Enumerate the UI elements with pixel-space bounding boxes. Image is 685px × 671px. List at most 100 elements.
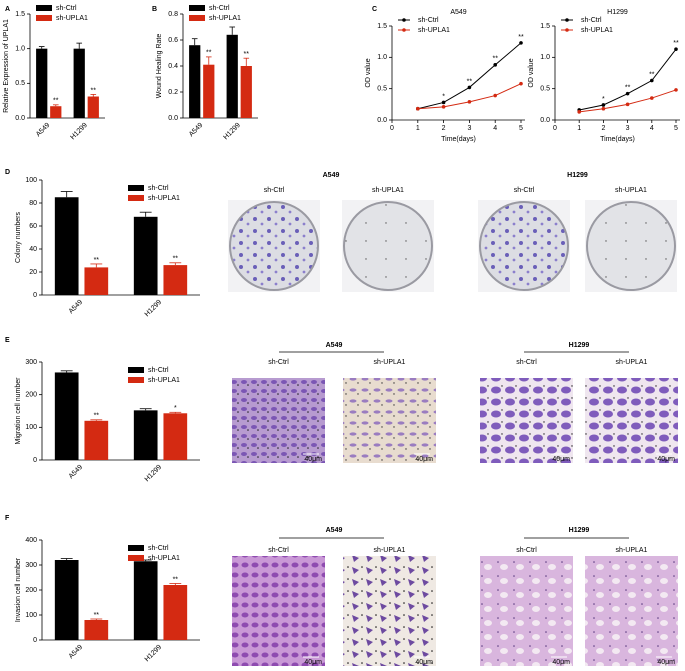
legend-swatch bbox=[128, 367, 144, 373]
data-point bbox=[416, 106, 420, 111]
y-tick-label: 0.0 bbox=[15, 115, 25, 122]
legend-label: sh-Ctrl bbox=[418, 17, 439, 24]
x-tick-label: 0 bbox=[553, 125, 557, 132]
y-axis-label: Migration cell number bbox=[15, 377, 22, 445]
legend-label: sh-Ctrl bbox=[56, 5, 77, 12]
data-point bbox=[650, 96, 654, 100]
group-title: A549 bbox=[326, 342, 343, 349]
data-point bbox=[467, 100, 472, 104]
bar bbox=[84, 267, 109, 295]
legend-label: sh-UPLA1 bbox=[418, 27, 450, 34]
y-tick-label: 100 bbox=[25, 424, 37, 431]
series-line bbox=[579, 48, 677, 111]
significance: ** bbox=[206, 50, 212, 57]
y-tick-label: 1.0 bbox=[377, 54, 387, 61]
y-tick-label: 0 bbox=[33, 457, 37, 464]
x-tick-label: H1299 bbox=[144, 464, 164, 484]
y-axis-label: OD value bbox=[365, 58, 372, 87]
y-tick-label: 1.0 bbox=[540, 54, 550, 61]
significance: * bbox=[602, 96, 605, 103]
bar bbox=[36, 48, 48, 118]
legend-label: sh-UPLA1 bbox=[209, 15, 241, 22]
scale-bar-label: 40μm bbox=[657, 456, 675, 463]
condition-label: sh-UPLA1 bbox=[615, 187, 647, 194]
x-axis-label: Time(days) bbox=[441, 136, 476, 143]
x-tick-label: A549 bbox=[35, 122, 52, 139]
significance: ** bbox=[94, 257, 100, 264]
legend-swatch bbox=[128, 377, 144, 383]
legend-label: sh-Ctrl bbox=[581, 17, 602, 24]
bar bbox=[203, 64, 215, 118]
significance: * bbox=[442, 93, 445, 100]
bar bbox=[87, 96, 99, 118]
x-tick-label: 5 bbox=[519, 125, 523, 132]
condition-label: sh-Ctrl bbox=[514, 187, 535, 194]
data-point bbox=[674, 47, 678, 51]
micrograph bbox=[585, 378, 678, 463]
dish bbox=[479, 201, 569, 291]
data-point bbox=[601, 103, 606, 107]
significance: ** bbox=[625, 85, 631, 92]
y-axis-label: OD value bbox=[528, 58, 535, 87]
y-tick-label: 100 bbox=[25, 612, 37, 619]
condition-label: sh-Ctrl bbox=[268, 547, 289, 554]
legend-label: sh-UPLA1 bbox=[56, 15, 88, 22]
y-tick-label: 0.5 bbox=[377, 86, 387, 93]
dish bbox=[586, 201, 676, 291]
x-tick-label: 0 bbox=[390, 125, 394, 132]
x-tick-label: 3 bbox=[626, 125, 630, 132]
y-tick-label: 200 bbox=[25, 392, 37, 399]
legend-label: sh-Ctrl bbox=[148, 367, 169, 374]
significance: ** bbox=[94, 413, 100, 420]
legend-label: sh-UPLA1 bbox=[148, 195, 180, 202]
bar bbox=[163, 585, 188, 640]
y-tick-label: 300 bbox=[25, 359, 37, 366]
bar bbox=[240, 66, 252, 118]
y-tick-label: 200 bbox=[25, 587, 37, 594]
x-tick-label: H1299 bbox=[69, 122, 89, 142]
data-point bbox=[519, 41, 523, 45]
legend-label: sh-UPLA1 bbox=[148, 377, 180, 384]
y-tick-label: 40 bbox=[29, 246, 37, 253]
y-axis-label: Relative Expression of UPLA1 bbox=[3, 19, 10, 113]
legend-swatch bbox=[565, 18, 569, 22]
micrograph bbox=[343, 556, 436, 666]
y-tick-label: 1.5 bbox=[377, 23, 387, 30]
x-tick-label: 1 bbox=[577, 125, 581, 132]
bar bbox=[189, 45, 201, 119]
dish bbox=[229, 201, 319, 291]
x-axis-label: Time(days) bbox=[600, 136, 635, 143]
micrograph bbox=[232, 556, 325, 666]
y-tick-label: 0.5 bbox=[540, 86, 550, 93]
group-title: A549 bbox=[323, 172, 340, 179]
micrograph bbox=[480, 556, 573, 666]
legend-swatch bbox=[189, 5, 205, 11]
bar bbox=[163, 265, 188, 295]
significance: ** bbox=[244, 51, 250, 58]
legend-swatch bbox=[402, 28, 406, 32]
condition-label: sh-Ctrl bbox=[268, 359, 289, 366]
micrograph bbox=[480, 378, 573, 463]
x-tick-label: 4 bbox=[493, 125, 497, 132]
panel-label: D bbox=[5, 169, 10, 176]
data-point bbox=[493, 63, 498, 67]
legend-label: sh-Ctrl bbox=[209, 5, 230, 12]
bar bbox=[133, 410, 158, 460]
x-tick-label: A549 bbox=[188, 122, 205, 139]
legend-label: sh-Ctrl bbox=[148, 185, 169, 192]
bar bbox=[226, 34, 238, 118]
condition-label: sh-UPLA1 bbox=[374, 547, 406, 554]
significance: ** bbox=[673, 40, 679, 47]
bar bbox=[84, 420, 109, 460]
bar bbox=[163, 413, 188, 460]
significance: ** bbox=[467, 78, 473, 85]
scale-bar-label: 40μm bbox=[415, 456, 433, 463]
legend-label: sh-Ctrl bbox=[148, 545, 169, 552]
panel-label: A bbox=[5, 6, 10, 13]
x-tick-label: 3 bbox=[467, 125, 471, 132]
group-title: A549 bbox=[326, 527, 343, 534]
bar bbox=[84, 620, 109, 640]
data-point bbox=[493, 93, 498, 98]
condition-label: sh-UPLA1 bbox=[372, 187, 404, 194]
